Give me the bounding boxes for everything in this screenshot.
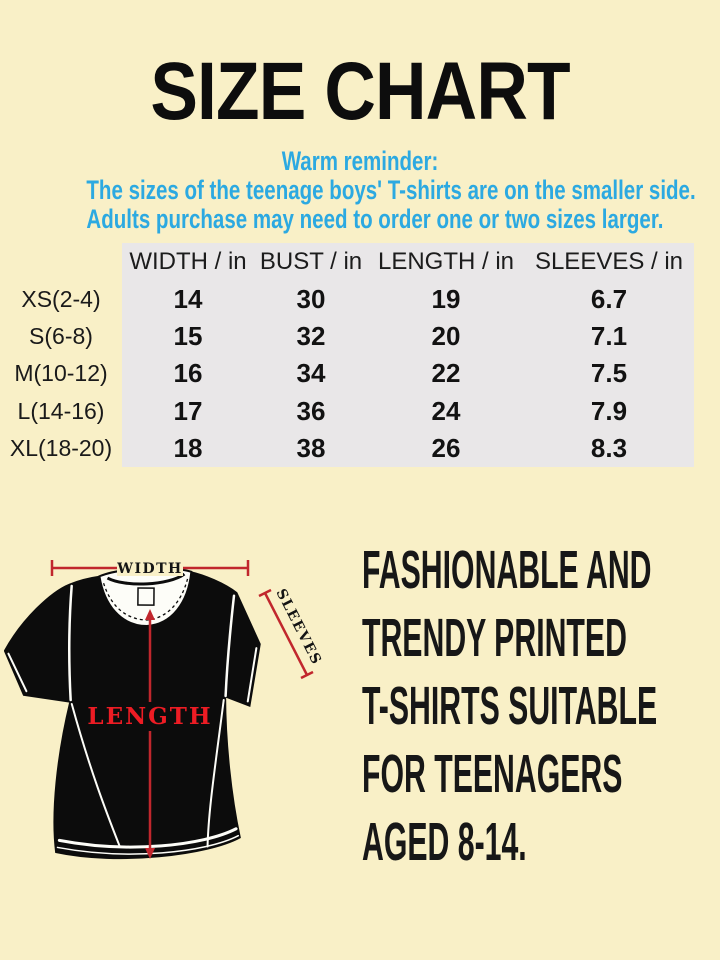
left-sleeve-seam xyxy=(68,584,73,702)
table-cell: 26 xyxy=(368,429,524,468)
row-label-l: L(14-16) xyxy=(17,397,105,424)
tagline-line-4: FOR TEENAGERS xyxy=(362,744,623,804)
tagline-line-3: T-SHIRTS SUITABLE xyxy=(362,676,658,736)
row-label-xl: XL(18-20) xyxy=(9,435,113,462)
row-label-s: S(6-8) xyxy=(29,322,93,349)
length-label: LENGTH xyxy=(87,703,212,730)
row-label-xs: XS(2-4) xyxy=(21,285,101,312)
table-cell: 22 xyxy=(368,355,524,393)
table-cell: 32 xyxy=(254,317,368,356)
tagline-line-1: FASHIONABLE AND xyxy=(362,540,652,600)
tagline-line-2: TRENDY PRINTED xyxy=(362,608,627,668)
table-cell: 7.5 xyxy=(524,355,694,393)
table-cell: 6.7 xyxy=(524,280,694,318)
table-cell: 16 xyxy=(122,355,254,393)
tshirt-measurement-diagram: WIDTH SLEEVES LENGTH xyxy=(4,559,324,860)
table-cell: 18 xyxy=(122,429,254,468)
size-table: WIDTH / in BUST / in LENGTH / in SLEEVES… xyxy=(0,243,694,468)
column-header-bust: BUST / in xyxy=(254,243,368,281)
hem-line-2 xyxy=(56,834,240,855)
table-cell: 30 xyxy=(254,280,368,318)
table-cell: 36 xyxy=(254,392,368,430)
length-arrow-top xyxy=(145,609,155,620)
reminder-line-2: Adults purchase may need to order one or… xyxy=(86,204,664,234)
row-label-m: M(10-12) xyxy=(14,360,108,387)
page-title: SIZE CHART xyxy=(150,46,570,137)
warm-reminder: Warm reminder: The sizes of the teenage … xyxy=(86,146,696,234)
sleeves-dimension xyxy=(258,588,314,680)
reminder-line-1: The sizes of the teenage boys' T-shirts … xyxy=(86,175,696,205)
table-cell: 17 xyxy=(122,392,254,430)
tshirt-illustration xyxy=(4,567,261,860)
table-cell: 38 xyxy=(254,429,368,468)
table-cell: 14 xyxy=(122,280,254,318)
length-arrow-bottom xyxy=(145,848,155,859)
column-header-width: WIDTH / in xyxy=(122,243,254,281)
product-tagline: FASHIONABLE AND TRENDY PRINTED T-SHIRTS … xyxy=(362,536,709,876)
table-cell: 7.9 xyxy=(524,392,694,430)
collar-stitching xyxy=(102,578,189,621)
left-sleeve-edge-highlight xyxy=(7,652,28,693)
width-label: WIDTH xyxy=(116,561,183,577)
table-cell: 15 xyxy=(122,317,254,356)
right-body-seam xyxy=(206,699,225,848)
column-header-sleeves: SLEEVES / in xyxy=(524,243,694,281)
table-cell: 8.3 xyxy=(524,429,694,468)
column-header-length: LENGTH / in xyxy=(368,243,524,281)
table-cell: 20 xyxy=(368,317,524,356)
back-collar-seam xyxy=(106,572,186,586)
reminder-heading: Warm reminder: xyxy=(281,146,439,176)
table-cell: 24 xyxy=(368,392,524,430)
right-sleeve-edge-highlight xyxy=(246,647,258,703)
table-cell: 19 xyxy=(368,280,524,318)
table-cell: 34 xyxy=(254,355,368,393)
table-corner-cell xyxy=(0,243,122,280)
table-cell: 7.1 xyxy=(524,317,694,356)
hem-line xyxy=(57,827,238,849)
collar-tag xyxy=(137,587,155,606)
tagline-line-5: AGED 8-14. xyxy=(362,812,527,872)
left-body-seam xyxy=(70,703,121,847)
right-sleeve-seam xyxy=(224,594,236,698)
width-label-bg xyxy=(117,559,183,576)
